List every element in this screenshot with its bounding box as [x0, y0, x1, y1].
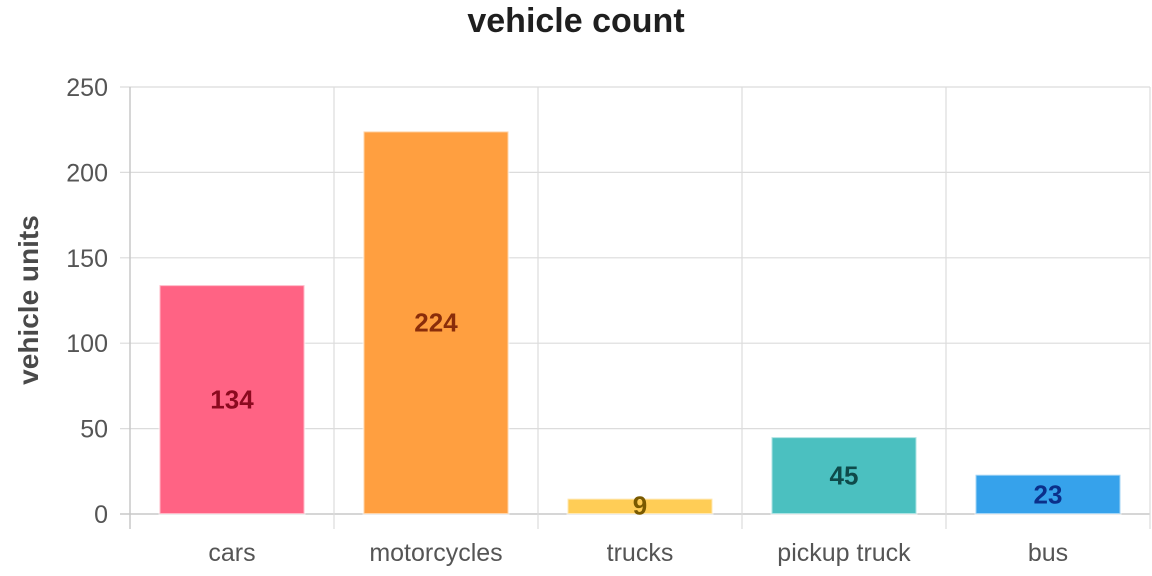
data-label: 23: [1034, 479, 1063, 509]
x-tick-label: pickup truck: [777, 539, 911, 567]
y-tick-label: 200: [66, 159, 108, 187]
y-axis-label: vehicle units: [13, 215, 44, 385]
data-label: 45: [830, 461, 859, 491]
y-tick-label: 250: [66, 74, 108, 102]
y-tick-label: 50: [80, 416, 108, 444]
x-tick-label: bus: [1028, 539, 1068, 567]
y-tick-label: 100: [66, 330, 108, 358]
data-label: 134: [210, 385, 254, 415]
bar-motorcycles: [362, 130, 510, 516]
bar-bus: [974, 473, 1122, 516]
y-tick-label: 0: [94, 501, 108, 529]
bar-layer: 134 224 9 45 23: [158, 130, 1122, 521]
x-tick-label: trucks: [607, 539, 674, 567]
tick-layer: 0 50 100 150 200 250 cars motorcycles trucks pick…: [66, 74, 1068, 567]
chart-title: vehicle count: [467, 2, 684, 40]
bar-pickup-truck: [770, 436, 918, 516]
y-tick-label: 150: [66, 245, 108, 273]
data-label: 9: [633, 491, 647, 521]
x-tick-label: cars: [208, 539, 255, 567]
bar-trucks: [566, 497, 714, 515]
data-label: 224: [414, 308, 458, 338]
x-tick-label: motorcycles: [369, 539, 502, 567]
bar-cars: [158, 284, 306, 515]
